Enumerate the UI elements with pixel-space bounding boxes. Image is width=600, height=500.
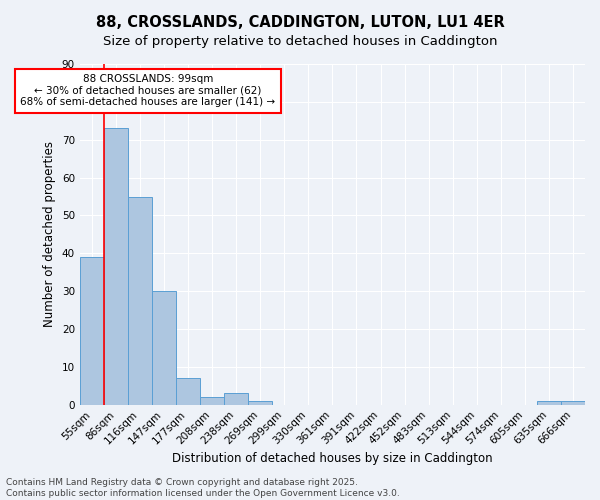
Bar [128,196,152,404]
Bar [152,291,176,405]
Text: Size of property relative to detached houses in Caddington: Size of property relative to detached ho… [103,35,497,48]
Bar [537,401,561,404]
Bar [80,257,104,404]
Text: 88, CROSSLANDS, CADDINGTON, LUTON, LU1 4ER: 88, CROSSLANDS, CADDINGTON, LUTON, LU1 4… [95,15,505,30]
Y-axis label: Number of detached properties: Number of detached properties [43,142,56,328]
Bar [104,128,128,404]
Text: 88 CROSSLANDS: 99sqm
← 30% of detached houses are smaller (62)
68% of semi-detac: 88 CROSSLANDS: 99sqm ← 30% of detached h… [20,74,275,108]
Bar [224,394,248,404]
Bar [561,401,585,404]
Text: Contains HM Land Registry data © Crown copyright and database right 2025.
Contai: Contains HM Land Registry data © Crown c… [6,478,400,498]
Bar [200,397,224,404]
Bar [176,378,200,404]
Bar [248,401,272,404]
X-axis label: Distribution of detached houses by size in Caddington: Distribution of detached houses by size … [172,452,493,465]
